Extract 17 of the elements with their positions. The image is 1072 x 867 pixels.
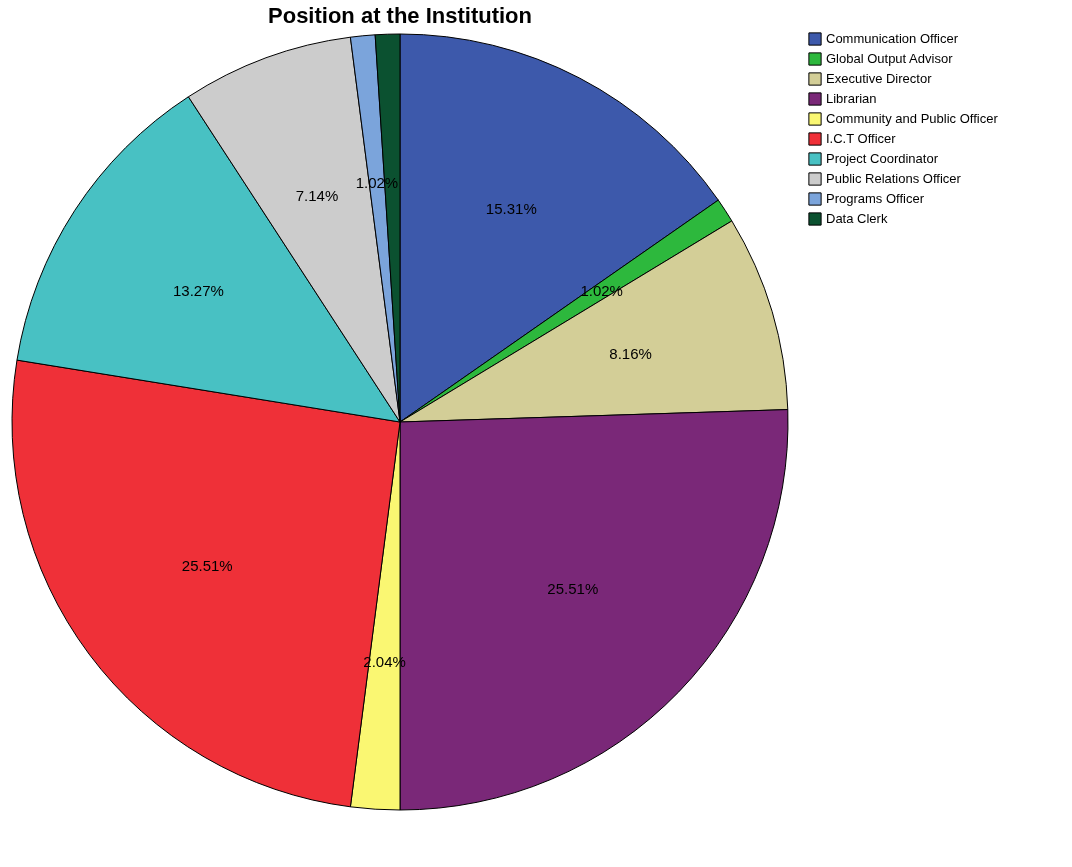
legend-label: Programs Officer — [826, 191, 925, 206]
legend-label: Public Relations Officer — [826, 171, 962, 186]
data-label: 8.16% — [609, 344, 652, 362]
legend-label: I.C.T Officer — [826, 131, 897, 146]
data-label: 25.51% — [181, 556, 233, 574]
legend-label: Data Clerk — [826, 211, 888, 226]
legend-label: Project Coordinator — [826, 151, 939, 166]
legend-label: Community and Public Officer — [826, 111, 999, 126]
data-label: 25.51% — [547, 580, 599, 598]
data-label: 13.27% — [172, 281, 224, 299]
data-label: 15.31% — [485, 199, 537, 217]
legend-label: Global Output Advisor — [826, 51, 954, 66]
legend-label: Librarian — [826, 91, 877, 106]
legend-label: Communication Officer — [826, 31, 959, 46]
legend-label: Executive Director — [826, 71, 933, 86]
chart-title: Position at the Institution — [268, 3, 532, 28]
data-label: 7.14% — [295, 187, 339, 205]
